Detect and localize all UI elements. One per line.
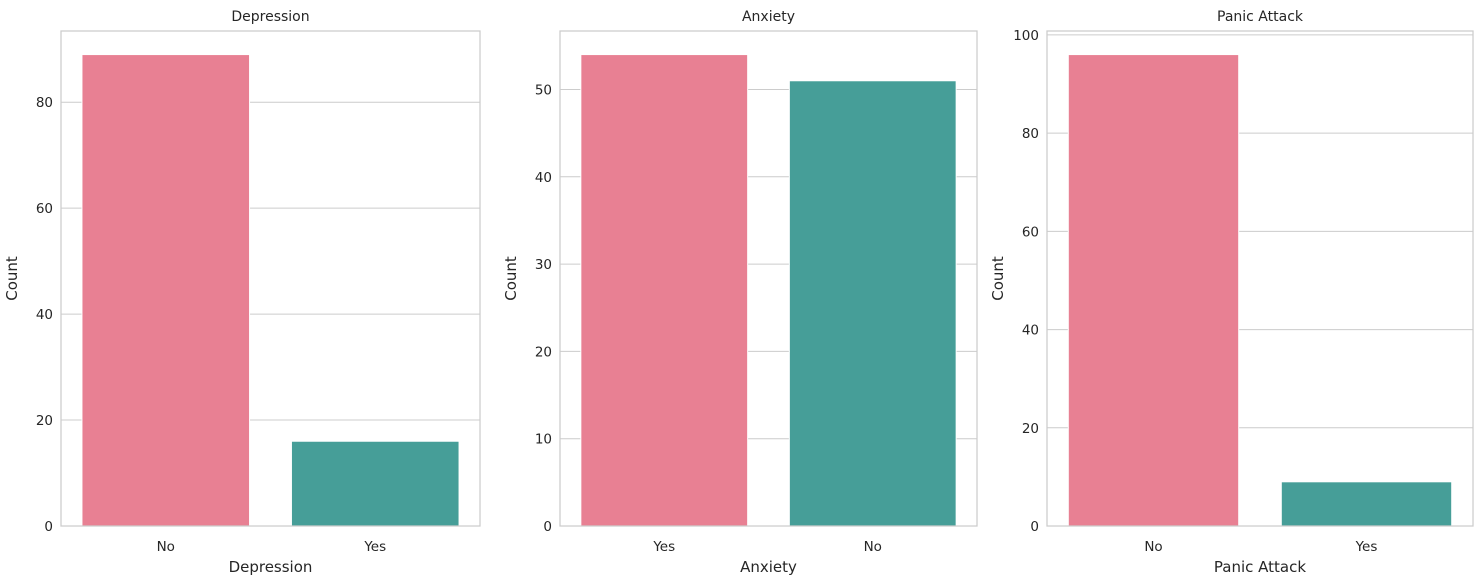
y-tick-label: 80 — [36, 95, 53, 111]
bar-no — [81, 54, 251, 527]
x-axis-label: Anxiety — [740, 558, 797, 576]
x-tick-label: Yes — [1355, 539, 1378, 555]
plot-frame — [1046, 30, 1474, 527]
bar-no — [1067, 54, 1240, 527]
y-tick-label: 100 — [1013, 28, 1039, 44]
x-tick-label: Yes — [363, 539, 386, 555]
bar-yes — [1280, 481, 1453, 527]
y-tick-label: 40 — [36, 307, 53, 323]
y-tick-label: 60 — [1022, 224, 1039, 240]
y-tick-label: 50 — [535, 82, 552, 98]
x-axis-label: Depression — [229, 558, 313, 576]
bar-no — [788, 80, 957, 527]
chart-title: Panic Attack — [1217, 9, 1304, 25]
chart-title: Depression — [231, 9, 309, 25]
y-tick-label: 30 — [535, 257, 552, 273]
bar-yes — [580, 54, 749, 527]
y-tick-label: 40 — [1022, 323, 1039, 339]
y-tick-label: 20 — [36, 413, 53, 429]
chart-title: Anxiety — [742, 9, 795, 25]
panel-panic-attack: 0 20 40 60 80 100 No Yes Panic Attack Panic Attac… — [989, 9, 1474, 576]
plot-frame — [60, 30, 481, 527]
x-tick-label: No — [1144, 539, 1162, 555]
x-axis-label: Panic Attack — [1214, 558, 1306, 576]
y-tick-label: 20 — [1022, 421, 1039, 437]
y-tick-label: 20 — [535, 344, 552, 360]
y-tick-label: 60 — [36, 201, 53, 217]
y-tick-label: 0 — [44, 519, 53, 535]
y-tick-label: 10 — [535, 432, 552, 448]
y-tick-label: 0 — [543, 519, 552, 535]
y-axis-label: Count — [3, 256, 21, 301]
x-tick-label: No — [157, 539, 175, 555]
y-axis-label: Count — [989, 256, 1007, 301]
panel-anxiety: 0 10 20 30 40 50 Yes No Anxiety Anxiety Count — [502, 9, 978, 576]
y-tick-label: 40 — [535, 170, 552, 186]
panel-depression: 0 20 40 60 80 No Yes Depression Depression Count — [3, 9, 481, 576]
y-tick-label: 80 — [1022, 126, 1039, 142]
y-axis-label: Count — [502, 256, 520, 301]
y-tick-label: 0 — [1030, 519, 1039, 535]
x-tick-label: No — [864, 539, 882, 555]
bar-yes — [290, 440, 460, 527]
x-tick-label: Yes — [652, 539, 675, 555]
plot-frame — [559, 30, 978, 527]
